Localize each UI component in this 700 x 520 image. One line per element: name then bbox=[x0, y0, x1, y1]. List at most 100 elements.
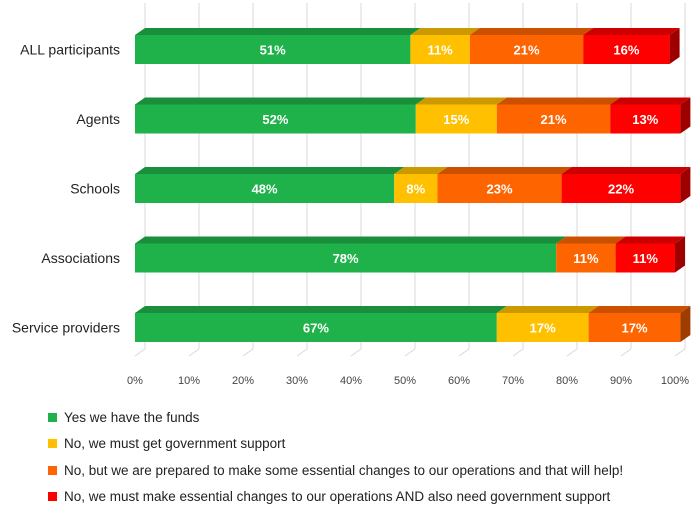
legend-label: No, we must make essential changes to ou… bbox=[64, 489, 611, 505]
legend: Yes we have the funds No, we must get go… bbox=[48, 404, 688, 510]
bar-side-face bbox=[680, 167, 691, 203]
bar-segment bbox=[469, 35, 584, 64]
bar-segment bbox=[135, 243, 557, 273]
bar-segment bbox=[588, 313, 681, 342]
gridline-floor bbox=[458, 348, 470, 357]
data-label: 13% bbox=[632, 112, 658, 127]
data-label: 8% bbox=[406, 182, 425, 197]
bar-segment bbox=[135, 35, 411, 64]
data-label: 51% bbox=[260, 43, 286, 58]
bar-segment bbox=[135, 174, 395, 203]
bar-top-face bbox=[394, 167, 448, 174]
bar-top-face bbox=[588, 306, 691, 313]
data-label: 67% bbox=[303, 321, 329, 336]
x-tick-label: 80% bbox=[556, 375, 578, 387]
data-label: 22% bbox=[608, 182, 634, 197]
bar-side-face bbox=[680, 97, 691, 134]
bar-top-face bbox=[615, 236, 685, 244]
bar-side-face bbox=[669, 28, 680, 64]
legend-label: Yes we have the funds bbox=[64, 409, 200, 425]
gridline-floor bbox=[512, 348, 524, 357]
bar-segment bbox=[135, 104, 416, 134]
bar-top-face bbox=[415, 97, 507, 105]
bar-segment bbox=[496, 104, 611, 134]
bar-top-face bbox=[496, 306, 599, 313]
gridline-floor bbox=[566, 348, 578, 357]
x-tick-label: 70% bbox=[502, 375, 524, 387]
data-label: 21% bbox=[513, 43, 539, 58]
bar-top-face bbox=[469, 28, 594, 35]
bar-top-face bbox=[135, 28, 421, 35]
gridline-floor bbox=[674, 348, 686, 357]
category-label: Associations bbox=[41, 250, 120, 266]
bar-top-face bbox=[556, 236, 626, 244]
gridline-floor bbox=[296, 348, 308, 357]
x-tick-label: 0% bbox=[127, 375, 143, 387]
bar-top-face bbox=[135, 97, 426, 105]
legend-item-yes-funds: Yes we have the funds bbox=[48, 404, 688, 431]
bar-segment bbox=[394, 174, 438, 203]
x-tick-label: 90% bbox=[610, 375, 632, 387]
data-label: 17% bbox=[530, 321, 556, 336]
data-label: 11% bbox=[573, 251, 599, 266]
data-label: 15% bbox=[443, 112, 469, 127]
bar-segment bbox=[410, 35, 470, 64]
bar-top-face bbox=[135, 306, 507, 313]
data-label: 78% bbox=[333, 251, 359, 266]
x-tick-label: 20% bbox=[232, 375, 254, 387]
bar-segment bbox=[610, 104, 681, 134]
x-tick-label: 10% bbox=[178, 375, 200, 387]
bar-top-face bbox=[610, 97, 691, 105]
bar-top-face bbox=[561, 167, 691, 174]
bar-top-face bbox=[583, 28, 680, 35]
data-label: 21% bbox=[540, 112, 566, 127]
gridline-floor bbox=[404, 348, 416, 357]
bar-segment bbox=[561, 174, 681, 203]
category-label: Schools bbox=[70, 181, 120, 197]
bar-top-face bbox=[135, 167, 405, 174]
gridline-floor bbox=[134, 348, 146, 357]
category-label: ALL participants bbox=[20, 42, 120, 58]
x-tick-label: 50% bbox=[394, 375, 416, 387]
category-label: Agents bbox=[76, 111, 120, 127]
data-label: 23% bbox=[486, 182, 512, 197]
legend-item-essential-changes: No, but we are prepared to make some ess… bbox=[48, 457, 688, 484]
data-label: 17% bbox=[621, 321, 647, 336]
x-tick-label: 40% bbox=[340, 375, 362, 387]
bar-segment bbox=[135, 313, 497, 342]
legend-label: No, but we are prepared to make some ess… bbox=[64, 462, 624, 478]
bar-segment bbox=[415, 104, 497, 134]
legend-item-government-support: No, we must get government support bbox=[48, 431, 688, 458]
data-label: 11% bbox=[633, 251, 659, 266]
bar-segment bbox=[496, 313, 589, 342]
data-label: 16% bbox=[613, 43, 639, 58]
bar-segment bbox=[615, 243, 675, 273]
bar-side-face bbox=[675, 236, 685, 273]
legend-swatch bbox=[48, 412, 57, 422]
bar-top-face bbox=[496, 97, 621, 105]
legend-swatch bbox=[48, 465, 57, 475]
x-tick-label: 30% bbox=[286, 375, 308, 387]
legend-swatch bbox=[48, 492, 57, 502]
bar-top-face bbox=[410, 28, 480, 35]
legend-label: No, we must get government support bbox=[64, 436, 286, 452]
legend-swatch bbox=[48, 439, 57, 449]
bar-segment bbox=[556, 243, 616, 273]
bar-side-face bbox=[680, 306, 691, 342]
bar-top-face bbox=[135, 236, 567, 244]
chart-canvas: 0% 10% 20% 30% 40% 50% 60% 70% 80% 90% 100% ALL par… bbox=[12, 3, 691, 387]
category-label: Service providers bbox=[12, 320, 120, 336]
gridline-floor bbox=[620, 348, 632, 357]
data-label: 52% bbox=[262, 112, 288, 127]
bar-segment bbox=[583, 35, 670, 64]
data-label: 11% bbox=[427, 43, 453, 58]
x-tick-label: 60% bbox=[448, 375, 470, 387]
bar-top-face bbox=[437, 167, 572, 174]
data-label: 48% bbox=[252, 182, 278, 197]
gridline-floor bbox=[242, 348, 254, 357]
gridline-floor bbox=[350, 348, 362, 357]
x-tick-label: 100% bbox=[661, 375, 689, 387]
gridline-floor bbox=[188, 348, 200, 357]
bar-segment bbox=[437, 174, 562, 203]
legend-item-changes-and-support: No, we must make essential changes to ou… bbox=[48, 484, 688, 511]
